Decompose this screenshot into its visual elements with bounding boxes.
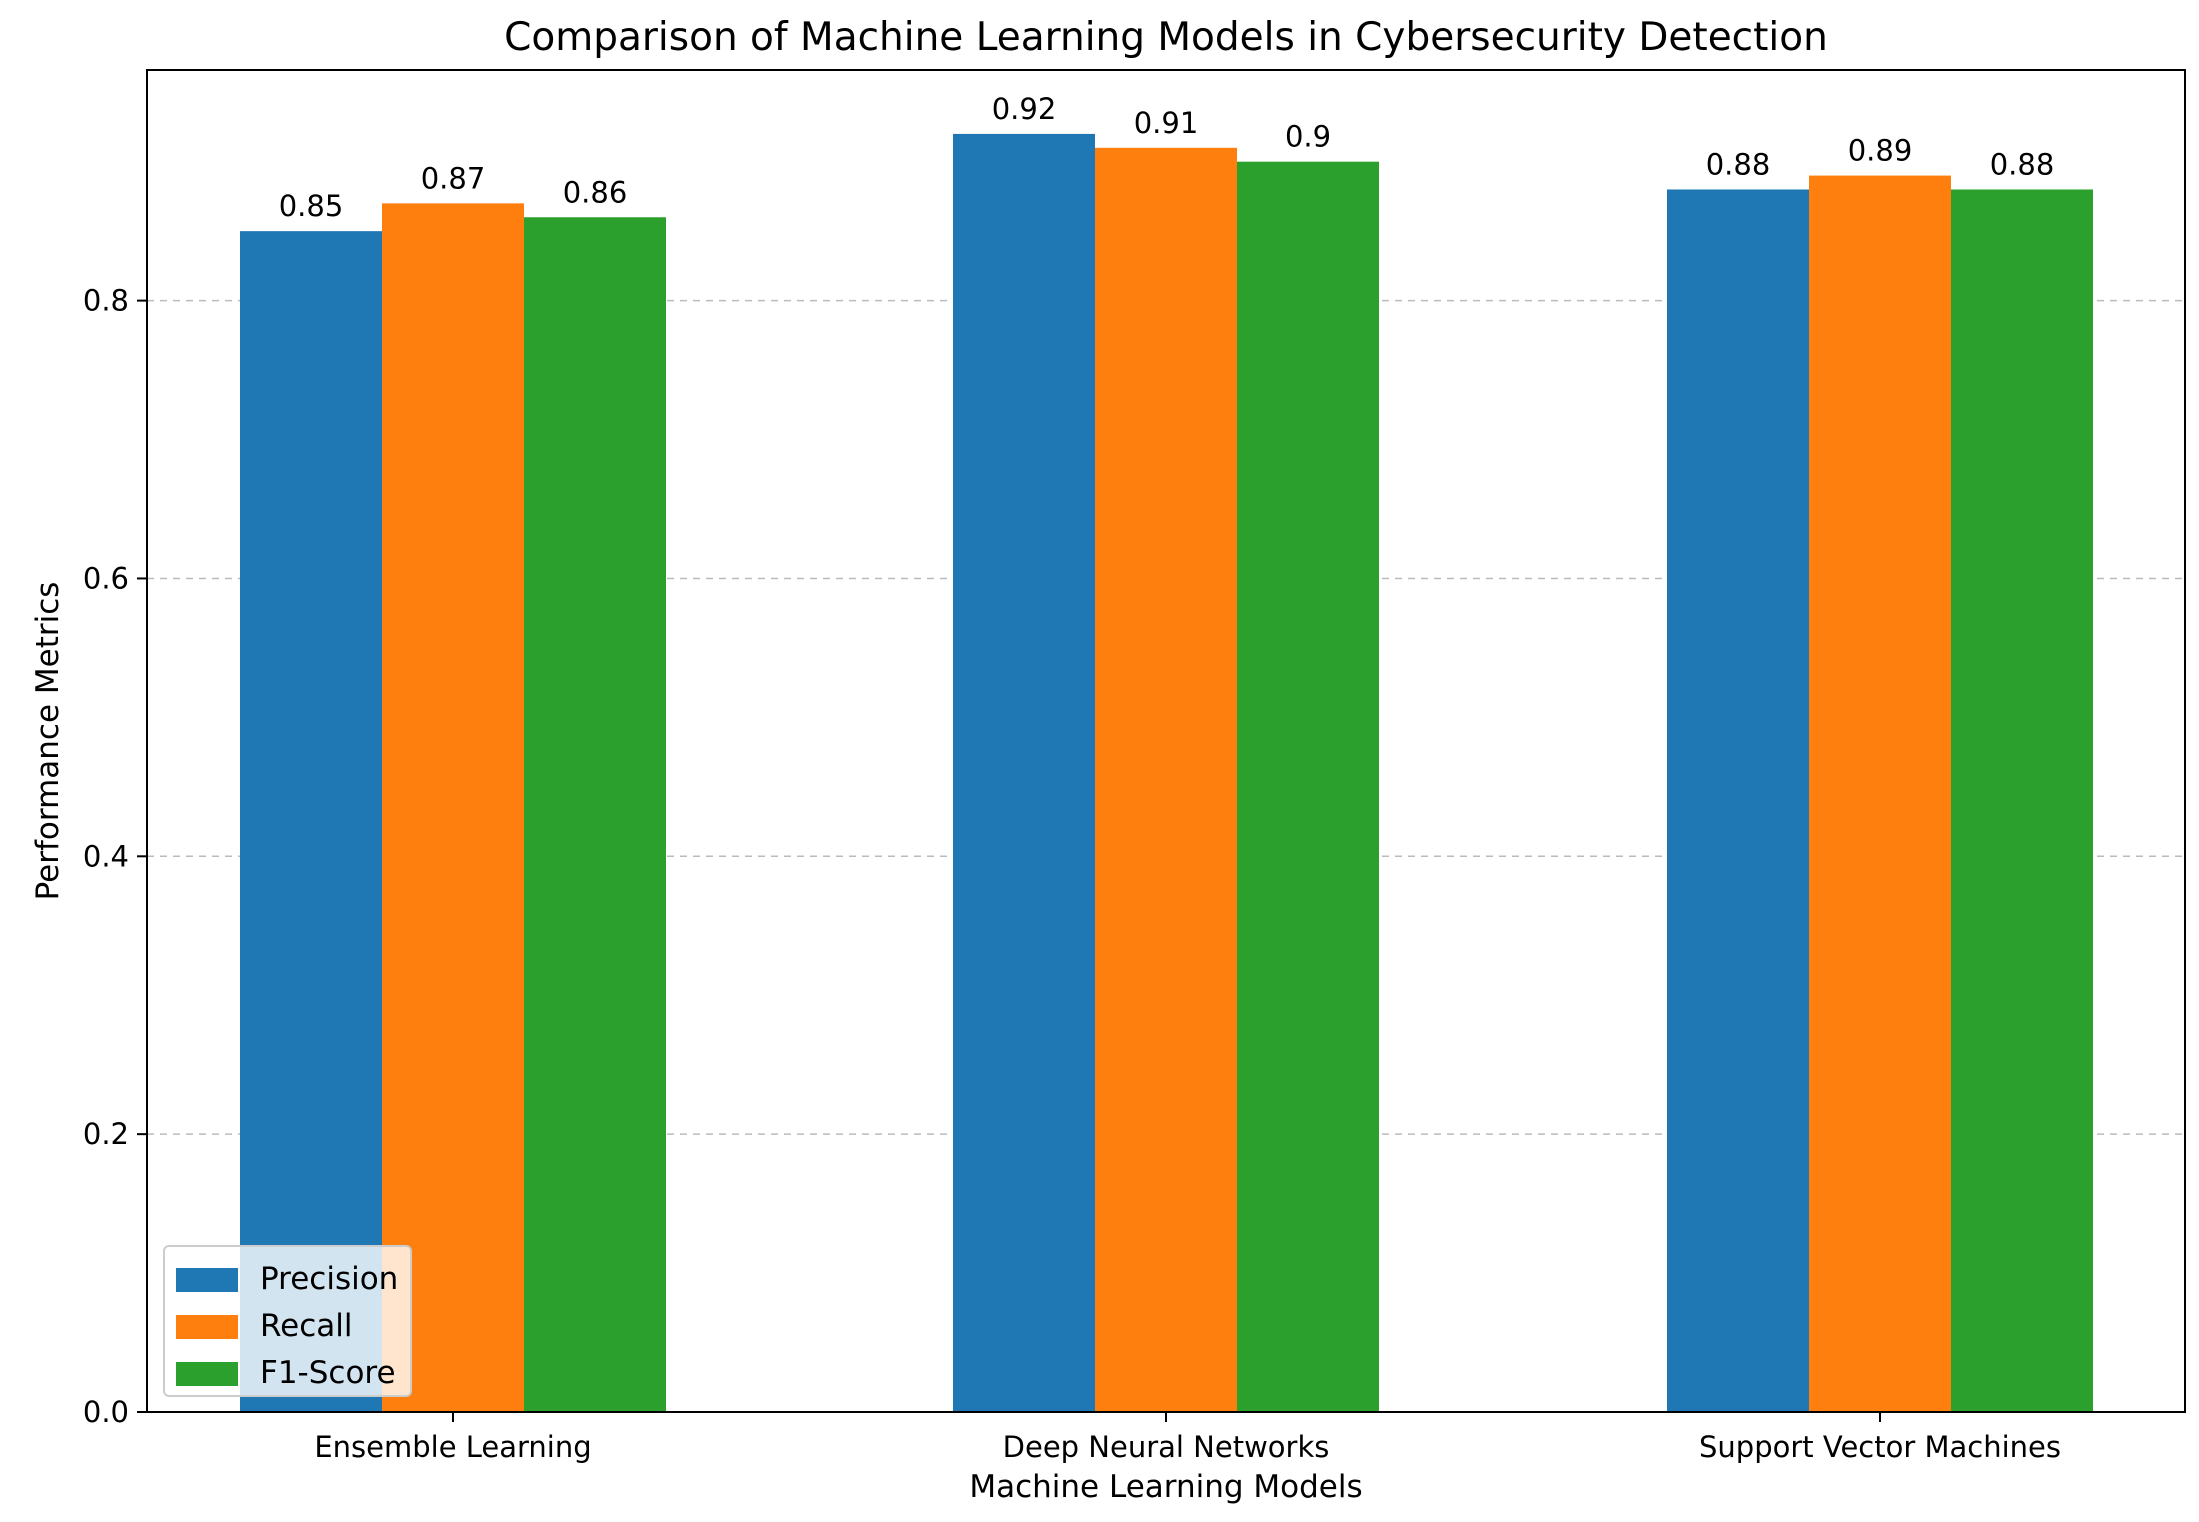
y-tick-label-0-4: 0.4 [83,839,129,873]
bar-0-2 [524,217,666,1413]
chart-title: Comparison of Machine Learning Models in… [504,15,1828,60]
bar-label-2-2: 0.88 [1990,147,2055,181]
legend-swatch-0 [176,1268,238,1292]
x-axis-label: Machine Learning Models [969,1469,1362,1505]
y-axis-ticks: 0.0 0.2 0.4 0.6 0.8 [83,284,147,1429]
bar-label-0-1: 0.87 [421,161,486,195]
bar-1-2 [1237,161,1379,1412]
legend-items: Precision Recall F1-Score [176,1261,398,1391]
y-axis-label: Performance Metrics [30,582,66,901]
x-tick-label-1: Deep Neural Networks [1003,1430,1330,1464]
x-axis-ticks: Ensemble Learning Deep Neural Networks Sup… [314,1412,2061,1464]
bar-label-0-0: 0.85 [279,189,344,223]
bar-0-1 [382,203,524,1412]
bar-1-0 [953,133,1095,1412]
bar-0-0 [240,231,382,1413]
bar-label-2-1: 0.89 [1848,134,1913,168]
bar-2-0 [1667,189,1809,1412]
bar-1-1 [1095,147,1237,1412]
y-tick-label-0-8: 0.8 [83,284,129,318]
y-tick-label-0-0: 0.0 [83,1395,129,1429]
legend-label-1: Recall [260,1308,353,1344]
legend: Precision Recall F1-Score [163,1245,412,1397]
bar-label-1-2: 0.9 [1285,120,1331,154]
x-tick-label-2: Support Vector Machines [1699,1430,2061,1464]
bar-label-1-1: 0.91 [1134,106,1199,140]
y-tick-label-0-6: 0.6 [83,561,129,595]
bars [240,133,2093,1413]
bar-label-2-0: 0.88 [1706,147,1771,181]
legend-swatch-1 [176,1315,238,1339]
bar-2-1 [1809,175,1951,1412]
legend-swatch-2 [176,1362,238,1386]
x-tick-label-0: Ensemble Learning [314,1430,591,1464]
bar-label-1-0: 0.92 [992,92,1057,126]
y-tick-label-0-2: 0.2 [83,1117,129,1151]
bar-labels: 0.85 0.87 0.86 0.92 0.91 0.9 0.88 0.89 0.88 [279,92,2055,223]
legend-label-2: F1-Score [260,1355,396,1391]
legend-label-0: Precision [260,1261,398,1297]
bar-label-0-2: 0.86 [563,175,628,209]
bar-2-2 [1951,189,2093,1412]
